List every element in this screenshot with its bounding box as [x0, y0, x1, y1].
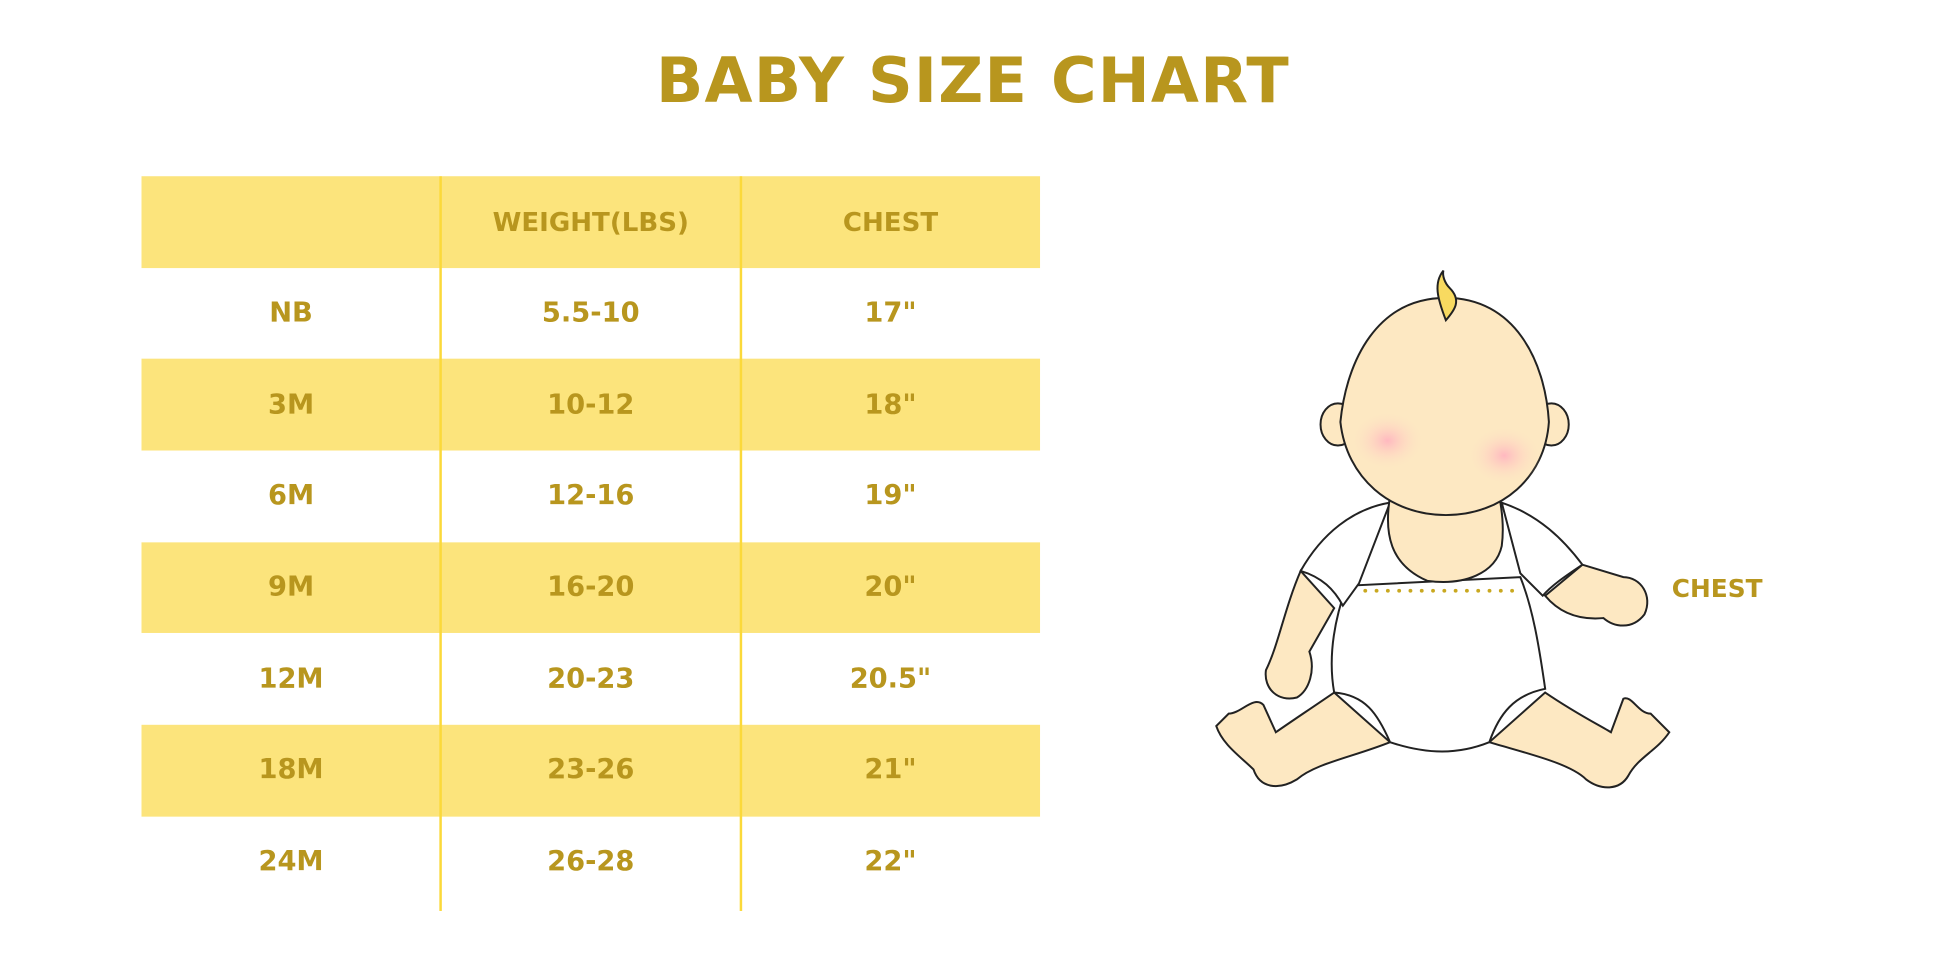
- size-cell: 12M: [258, 663, 324, 695]
- table-row: 24M 26-28 22": [141, 816, 1040, 907]
- table-row: 6M 12-16 19": [141, 451, 1040, 542]
- size-cell: 18M: [258, 755, 324, 787]
- size-cell: 9M: [267, 572, 315, 604]
- page-title: BABY SIZE CHART: [656, 44, 1291, 117]
- table-row: 12M 20-23 20.5": [141, 634, 1040, 725]
- chest-cell: 20": [864, 572, 917, 604]
- chest-cell: 21": [864, 755, 917, 787]
- column-divider: [439, 176, 442, 911]
- onesie: [1330, 576, 1547, 753]
- chest-cell: 20.5": [849, 663, 932, 695]
- weight-cell: 10-12: [547, 389, 635, 421]
- column-divider: [739, 176, 743, 911]
- size-cell: NB: [269, 297, 313, 329]
- size-table: WEIGHT(LBS) CHEST NB 5.5-10 17" 3M 10-12 18" 6…: [141, 176, 1041, 908]
- table-row: NB 5.5-10 17": [141, 268, 1040, 359]
- table-row: 9M 16-20 20": [141, 542, 1041, 634]
- weight-cell: 20-23: [547, 663, 635, 695]
- header-cell: WEIGHT(LBS): [492, 207, 689, 237]
- chest-cell: 18": [864, 389, 917, 421]
- header-cell: CHEST: [842, 207, 939, 237]
- chest-cell: 17": [864, 297, 917, 329]
- table-header: WEIGHT(LBS) CHEST: [141, 176, 1041, 268]
- size-cell: 24M: [258, 846, 324, 878]
- weight-cell: 23-26: [547, 755, 635, 787]
- left-leg: [1215, 691, 1392, 788]
- weight-cell: 16-20: [547, 572, 635, 604]
- chest-cell: 22": [864, 846, 917, 878]
- chest-label: CHEST: [1671, 573, 1763, 604]
- size-cell: 6M: [267, 480, 315, 512]
- baby-illustration: [1215, 269, 1671, 789]
- table-row: 3M 10-12 18": [141, 359, 1041, 451]
- weight-cell: 5.5-10: [541, 297, 640, 329]
- size-cell: 3M: [267, 389, 315, 421]
- cheek-blush: [1350, 410, 1425, 471]
- weight-cell: 12-16: [547, 480, 635, 512]
- chest-cell: 19": [864, 480, 917, 512]
- cheek-blush: [1466, 425, 1542, 486]
- table-row: 18M 23-26 21": [141, 724, 1041, 817]
- weight-cell: 26-28: [547, 846, 635, 878]
- right-leg: [1487, 691, 1671, 789]
